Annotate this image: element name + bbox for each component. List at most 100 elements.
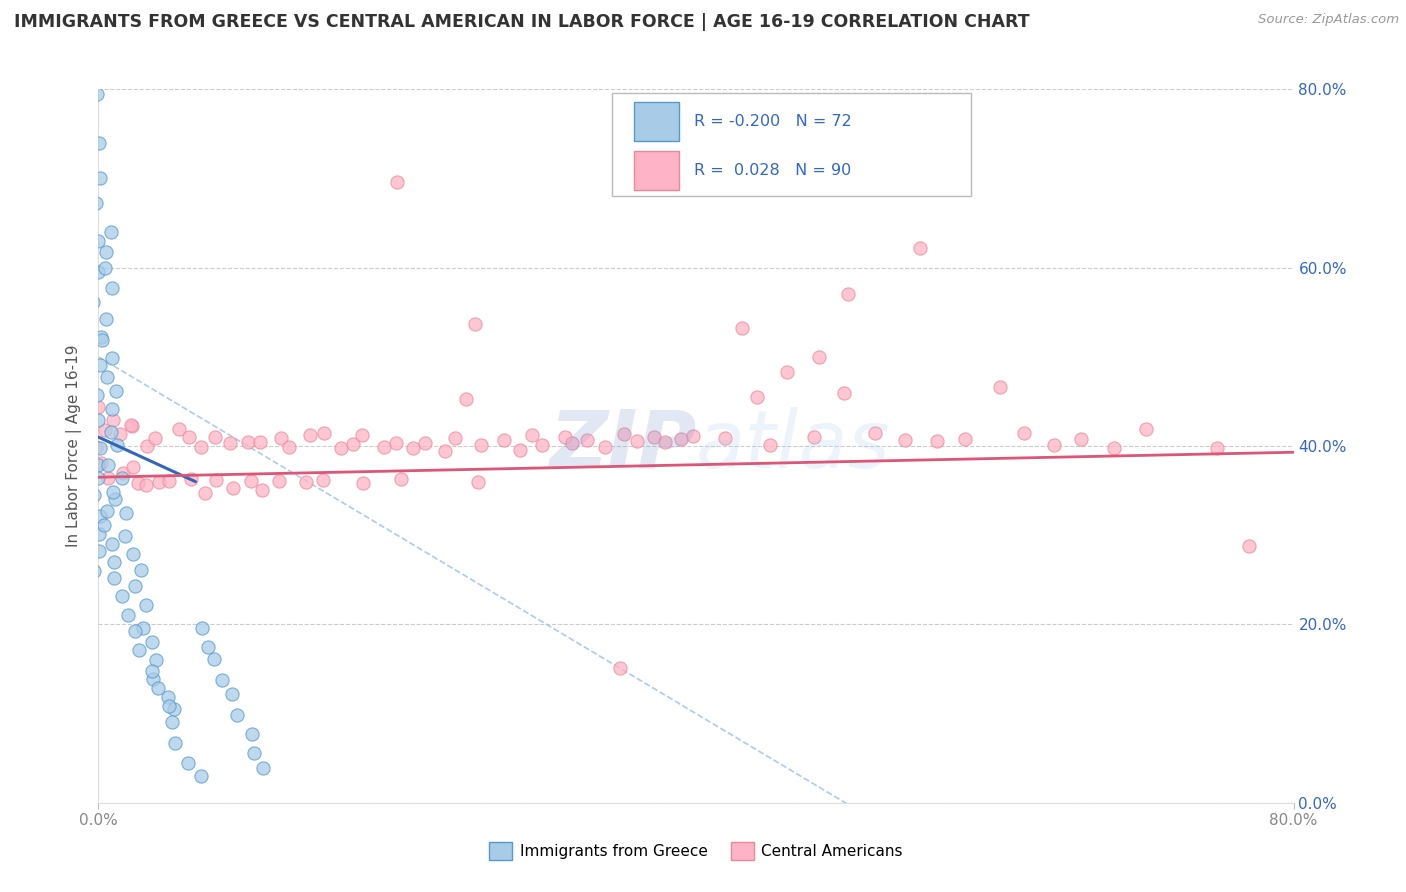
Point — [105, 438, 128, 452]
Point — [202, 652, 225, 666]
FancyBboxPatch shape — [613, 93, 970, 196]
Point — [434, 443, 457, 458]
Point — [163, 702, 186, 716]
Point — [593, 440, 616, 454]
Point — [204, 430, 226, 444]
Point — [131, 621, 153, 635]
Point — [87, 413, 110, 427]
Point — [121, 547, 143, 561]
Point — [146, 681, 169, 695]
Point — [103, 412, 125, 426]
Point — [128, 643, 150, 657]
Point — [1135, 422, 1157, 436]
Point — [103, 571, 125, 585]
Point — [87, 235, 110, 249]
Point — [129, 563, 152, 577]
Point — [194, 486, 217, 500]
Point — [1012, 426, 1035, 441]
Point — [893, 434, 915, 448]
Point — [117, 607, 139, 622]
Point — [643, 430, 665, 444]
Point — [385, 436, 408, 450]
Point — [443, 431, 465, 445]
Point — [758, 438, 780, 452]
Text: Source: ZipAtlas.com: Source: ZipAtlas.com — [1258, 13, 1399, 27]
Point — [84, 440, 107, 454]
Point — [111, 471, 134, 485]
Point — [561, 435, 583, 450]
Point — [93, 517, 115, 532]
Point — [865, 426, 887, 441]
Point — [236, 434, 259, 449]
FancyBboxPatch shape — [634, 151, 679, 190]
Point — [714, 431, 737, 445]
Point — [157, 474, 180, 488]
Point — [219, 435, 242, 450]
Y-axis label: In Labor Force | Age 16-19: In Labor Force | Age 16-19 — [66, 344, 83, 548]
Point — [105, 384, 128, 399]
Point — [145, 653, 167, 667]
Point — [110, 426, 132, 441]
Point — [270, 432, 292, 446]
Point — [156, 690, 179, 705]
Point — [127, 476, 149, 491]
Point — [87, 136, 110, 151]
Point — [654, 434, 676, 449]
Text: ZIP: ZIP — [548, 407, 696, 485]
Point — [988, 380, 1011, 394]
Point — [86, 388, 108, 402]
Text: R =  0.028   N = 90: R = 0.028 N = 90 — [693, 163, 851, 178]
Point — [87, 265, 110, 279]
Point — [120, 417, 142, 432]
Point — [86, 401, 108, 415]
Point — [93, 61, 115, 75]
Point — [124, 624, 146, 638]
Point — [747, 390, 769, 404]
Point — [87, 526, 110, 541]
Point — [100, 537, 122, 551]
Point — [90, 333, 112, 347]
Point — [163, 736, 186, 750]
Point — [776, 365, 799, 379]
Point — [626, 434, 648, 448]
Point — [1205, 441, 1227, 455]
Point — [803, 430, 825, 444]
Point — [669, 432, 692, 446]
Point — [530, 438, 553, 452]
Point — [101, 281, 124, 295]
Point — [269, 474, 291, 488]
Point — [96, 370, 118, 384]
Point — [93, 260, 115, 275]
Point — [350, 427, 373, 442]
Point — [613, 427, 636, 442]
Point — [101, 484, 124, 499]
Point — [1104, 441, 1126, 455]
Point — [682, 429, 704, 443]
Point — [114, 529, 136, 543]
Point — [100, 225, 122, 239]
Point — [252, 483, 274, 498]
Point — [295, 475, 318, 489]
Point — [148, 475, 170, 490]
Point — [1070, 433, 1092, 447]
Point — [467, 475, 489, 489]
Point — [191, 621, 214, 635]
Point — [160, 714, 183, 729]
Point — [89, 358, 111, 372]
Point — [508, 442, 530, 457]
Point — [141, 634, 163, 648]
Point — [312, 474, 335, 488]
Point — [454, 392, 477, 407]
Point — [243, 746, 266, 760]
Point — [135, 478, 157, 492]
Point — [832, 385, 855, 400]
Point — [83, 564, 105, 578]
Point — [190, 769, 212, 783]
Point — [135, 598, 157, 612]
Point — [955, 432, 977, 446]
Point — [110, 590, 132, 604]
Point — [389, 472, 412, 486]
Point — [97, 471, 120, 485]
Point — [82, 294, 104, 309]
Point — [90, 456, 112, 470]
